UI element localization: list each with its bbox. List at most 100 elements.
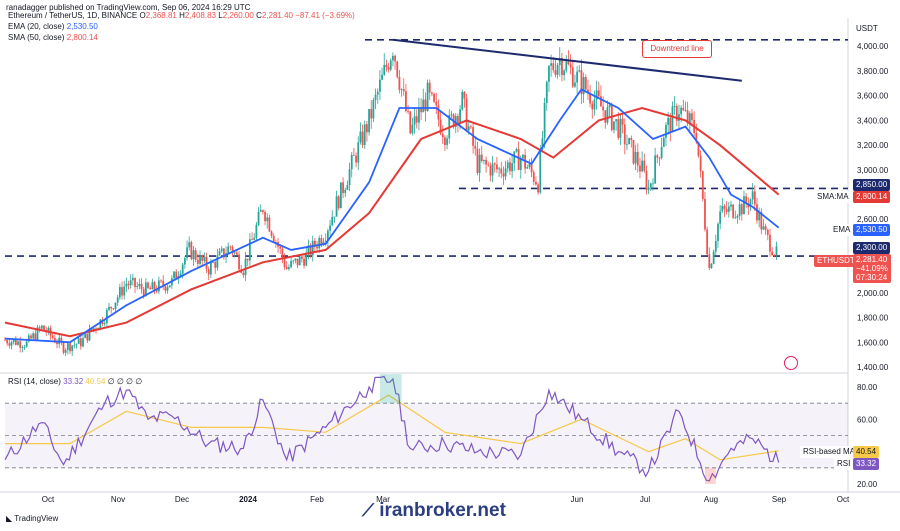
candle-body — [532, 172, 535, 182]
candle-body — [574, 82, 576, 87]
candle-body — [738, 204, 741, 216]
candle-body — [489, 165, 492, 176]
price-tick-label: 3,400.00 — [857, 116, 889, 125]
candle-body — [389, 60, 392, 70]
candle-body — [667, 117, 670, 125]
candle-body — [287, 267, 290, 270]
candle-body — [261, 210, 264, 212]
candle-body — [194, 250, 197, 260]
sma-legend-label[interactable]: SMA (50, close) — [8, 33, 65, 42]
downtrend-line[interactable] — [392, 38, 742, 82]
candle-body — [444, 137, 446, 146]
candle-body — [12, 339, 15, 343]
price-tick-label: 3,800.00 — [857, 67, 889, 76]
candle-body — [359, 131, 362, 143]
watermark-text: iranbroker.net — [379, 500, 506, 521]
candle-body — [73, 344, 76, 346]
price-tick-label: 1,800.00 — [857, 314, 889, 323]
candle-body — [344, 189, 347, 193]
candle-body — [580, 70, 583, 95]
candle-body — [383, 64, 386, 75]
candle-body — [418, 107, 420, 123]
candle-body — [300, 256, 303, 259]
price-tick-label: 1,600.00 — [857, 338, 889, 347]
candle-body — [318, 238, 321, 249]
candle-body — [769, 234, 771, 252]
candle-body — [636, 151, 639, 166]
candle-body — [339, 182, 342, 209]
candle-body — [201, 255, 204, 261]
candle-body — [134, 277, 136, 288]
symbol-title[interactable]: Ethereum / TetherUS, 1D, BINANCE — [8, 11, 138, 20]
time-tick-label: Aug — [704, 495, 718, 504]
candle-body — [569, 64, 572, 68]
candle-body — [415, 116, 418, 123]
candle-body — [396, 61, 399, 77]
candle-body — [597, 90, 600, 97]
candle-body — [647, 187, 650, 190]
candle-body — [483, 159, 485, 162]
candle-body — [231, 246, 234, 254]
candle-body — [433, 93, 435, 102]
candle-body — [680, 107, 683, 115]
candle-body — [303, 258, 305, 266]
rsi-tick-label: 60.00 — [857, 415, 878, 424]
candle-body — [530, 164, 533, 173]
candle-body — [593, 99, 596, 110]
candle-body — [363, 124, 366, 146]
sma50-line[interactable] — [4, 106, 780, 338]
candle-body — [405, 91, 407, 112]
time-tick-label: Oct — [42, 495, 55, 504]
candle-body — [485, 159, 487, 165]
change-value: −87.41 (−3.69%) — [295, 11, 355, 20]
candle-body — [105, 309, 108, 324]
time-tick-label: 2024 — [239, 495, 257, 504]
candle-body — [467, 126, 470, 131]
candle-body — [196, 259, 199, 264]
candle-body — [517, 149, 520, 170]
candle-body — [23, 346, 26, 348]
candle-body — [40, 325, 43, 329]
candle-body — [400, 89, 403, 90]
candle-body — [131, 277, 134, 281]
candle-body — [402, 89, 405, 92]
alert-bolt-icon[interactable] — [784, 356, 798, 370]
currency-label[interactable]: USDT — [856, 24, 878, 33]
candle-body — [292, 260, 295, 262]
ema-legend-label[interactable]: EMA (20, close) — [8, 22, 65, 31]
rsi-line[interactable] — [4, 375, 780, 482]
candle-body — [431, 92, 433, 94]
rsi-legend-value: 33.32 — [63, 377, 84, 386]
price-tick-label: 4,000.00 — [857, 42, 889, 51]
candle-body — [665, 124, 667, 138]
rsi-ma-line[interactable] — [5, 394, 779, 461]
candle-body — [712, 251, 715, 264]
ema20-line[interactable] — [4, 88, 780, 344]
candle-body — [305, 252, 308, 266]
candle-body — [496, 164, 498, 170]
rsi-ma-legend-value: 40.54 — [85, 377, 106, 386]
candle-body — [140, 283, 143, 290]
rsi-legend-label[interactable]: RSI (14, close) — [8, 377, 61, 386]
candle-body — [229, 246, 232, 248]
candle-body — [526, 167, 529, 169]
candle-body — [558, 58, 561, 66]
candle-body — [244, 258, 247, 276]
candle-body — [214, 262, 217, 268]
candle-body — [329, 225, 331, 231]
level-2300-tag: 2,300.00 — [853, 242, 891, 254]
candle-body — [212, 262, 214, 263]
candle-body — [706, 229, 709, 255]
candle-body — [279, 246, 282, 249]
ema-tag-value: 2,530.50 — [853, 224, 891, 236]
candle-body — [439, 119, 442, 134]
low-label: L — [218, 11, 223, 20]
close-label: C — [256, 11, 262, 20]
eth-symbol-tag: ETHUSDT — [814, 255, 858, 267]
candle-body — [60, 337, 63, 343]
candle-body — [257, 211, 260, 225]
candle-body — [623, 124, 626, 145]
candle-body — [398, 76, 401, 90]
tradingview-logo[interactable]: ◣ TradingView — [6, 514, 58, 523]
